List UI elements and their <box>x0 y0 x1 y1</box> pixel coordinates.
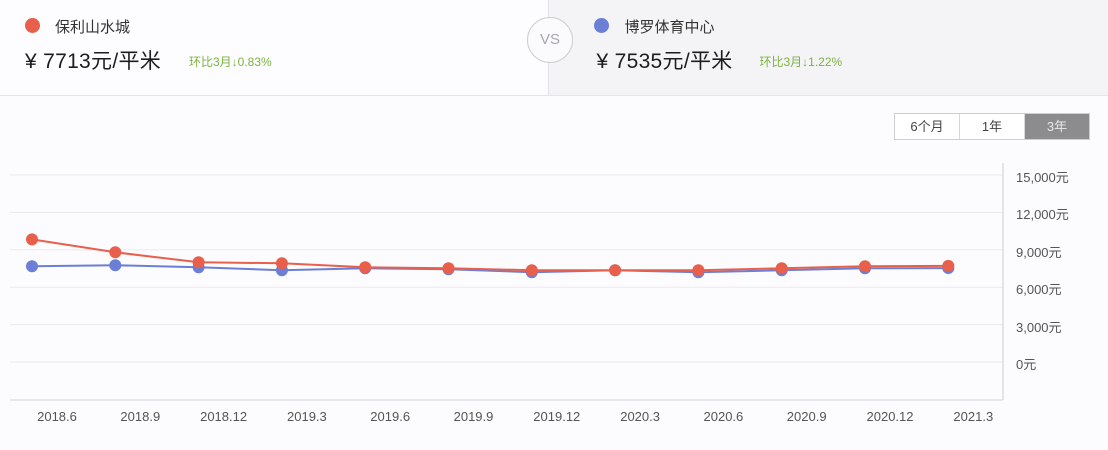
data-point[interactable] <box>109 246 122 259</box>
property-name-right: 博罗体育中心 <box>624 19 715 36</box>
x-tick-label: 2018.6 <box>37 409 77 424</box>
x-tick-label: 2019.6 <box>370 409 411 424</box>
compare-header: 保利山水城 ¥ 7713元/平米 环比3月↓0.83% 博罗体育中心 ¥ 753… <box>0 0 1108 96</box>
x-tick-label: 2019.9 <box>453 409 494 424</box>
x-tick-label: 2020.12 <box>866 409 914 424</box>
y-tick-label: 12,000元 <box>1016 207 1069 223</box>
series-line <box>31 264 949 274</box>
data-point[interactable] <box>775 262 788 275</box>
data-point[interactable] <box>609 264 622 277</box>
x-tick-label: 2020.3 <box>620 409 660 424</box>
property-name-left: 保利山水城 <box>55 19 131 36</box>
x-tick-label: 2021.3 <box>953 409 994 424</box>
range-option-1-year[interactable]: 1年 <box>959 114 1024 139</box>
time-range-selector: 6个月 1年 3年 <box>894 113 1090 140</box>
x-tick-label: 2019.3 <box>287 409 327 424</box>
data-point[interactable] <box>442 262 455 275</box>
y-tick-label: 9,000元 <box>1016 244 1062 260</box>
x-tick-label: 2018.12 <box>200 409 248 424</box>
x-tick-label: 2019.12 <box>533 409 581 424</box>
x-tick-label: 2020.9 <box>786 409 827 424</box>
property-change-left: 环比3月↓0.83% <box>189 55 272 69</box>
series-color-dot-right <box>593 18 609 33</box>
range-option-6-months[interactable]: 6个月 <box>895 114 959 139</box>
series-line <box>31 238 949 272</box>
data-point[interactable] <box>26 233 38 246</box>
x-tick-label: 2018.9 <box>120 409 161 424</box>
property-price-right: ¥ 7535元/平米 <box>596 50 733 73</box>
y-tick-label: 15,000元 <box>1016 170 1069 185</box>
compare-panel-right: 博罗体育中心 ¥ 7535元/平米 环比3月↓1.22% <box>547 0 1108 95</box>
range-option-3-years[interactable]: 3年 <box>1024 114 1089 139</box>
data-point[interactable] <box>26 260 38 273</box>
property-price-left: ¥ 7713元/平米 <box>25 50 162 73</box>
x-tick-label: 2020.6 <box>703 409 744 424</box>
data-point[interactable] <box>192 256 205 269</box>
data-point[interactable] <box>275 257 288 270</box>
vs-badge: VS <box>527 17 573 63</box>
y-tick-label: 0元 <box>1016 357 1037 372</box>
compare-panel-left: 保利山水城 ¥ 7713元/平米 环比3月↓0.83% <box>0 0 548 95</box>
series-color-dot-left <box>25 18 40 33</box>
property-change-right: 环比3月↓1.22% <box>759 55 843 69</box>
price-trend-chart <box>10 163 1004 401</box>
data-point[interactable] <box>525 264 538 277</box>
data-point[interactable] <box>109 259 122 272</box>
data-point[interactable] <box>942 259 955 272</box>
data-point[interactable] <box>692 264 705 277</box>
data-point[interactable] <box>359 261 372 274</box>
y-tick-label: 3,000元 <box>1016 319 1062 335</box>
data-point[interactable] <box>859 260 871 273</box>
y-tick-label: 6,000元 <box>1016 282 1062 298</box>
